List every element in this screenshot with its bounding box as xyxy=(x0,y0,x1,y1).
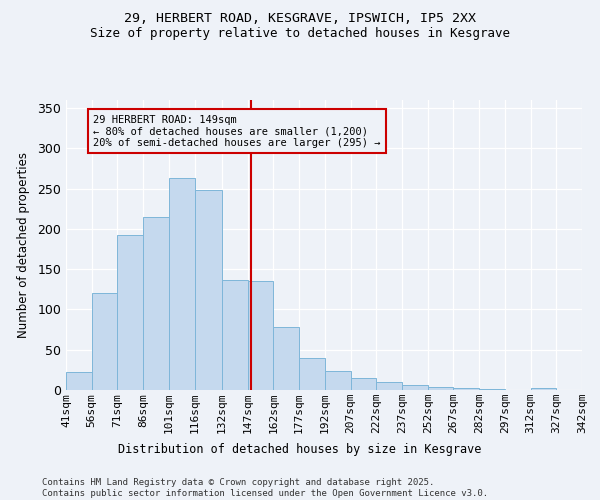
Bar xyxy=(325,372,350,390)
Text: Size of property relative to detached houses in Kesgrave: Size of property relative to detached ho… xyxy=(90,28,510,40)
Bar xyxy=(169,178,194,390)
Bar xyxy=(350,378,376,390)
Bar xyxy=(299,358,325,390)
Bar xyxy=(274,327,299,390)
Bar xyxy=(454,388,479,390)
Bar xyxy=(194,190,222,390)
Text: 29, HERBERT ROAD, KESGRAVE, IPSWICH, IP5 2XX: 29, HERBERT ROAD, KESGRAVE, IPSWICH, IP5… xyxy=(124,12,476,26)
Bar xyxy=(222,280,248,390)
Bar xyxy=(118,234,143,390)
Bar xyxy=(402,385,428,390)
Bar xyxy=(530,388,556,390)
Bar xyxy=(376,382,402,390)
Bar xyxy=(428,387,454,390)
Text: Distribution of detached houses by size in Kesgrave: Distribution of detached houses by size … xyxy=(118,442,482,456)
Y-axis label: Number of detached properties: Number of detached properties xyxy=(17,152,31,338)
Text: 29 HERBERT ROAD: 149sqm
← 80% of detached houses are smaller (1,200)
20% of semi: 29 HERBERT ROAD: 149sqm ← 80% of detache… xyxy=(94,114,381,148)
Bar xyxy=(92,294,118,390)
Bar xyxy=(143,217,169,390)
Bar xyxy=(248,281,274,390)
Bar xyxy=(479,389,505,390)
Text: Contains HM Land Registry data © Crown copyright and database right 2025.
Contai: Contains HM Land Registry data © Crown c… xyxy=(42,478,488,498)
Bar xyxy=(66,372,92,390)
